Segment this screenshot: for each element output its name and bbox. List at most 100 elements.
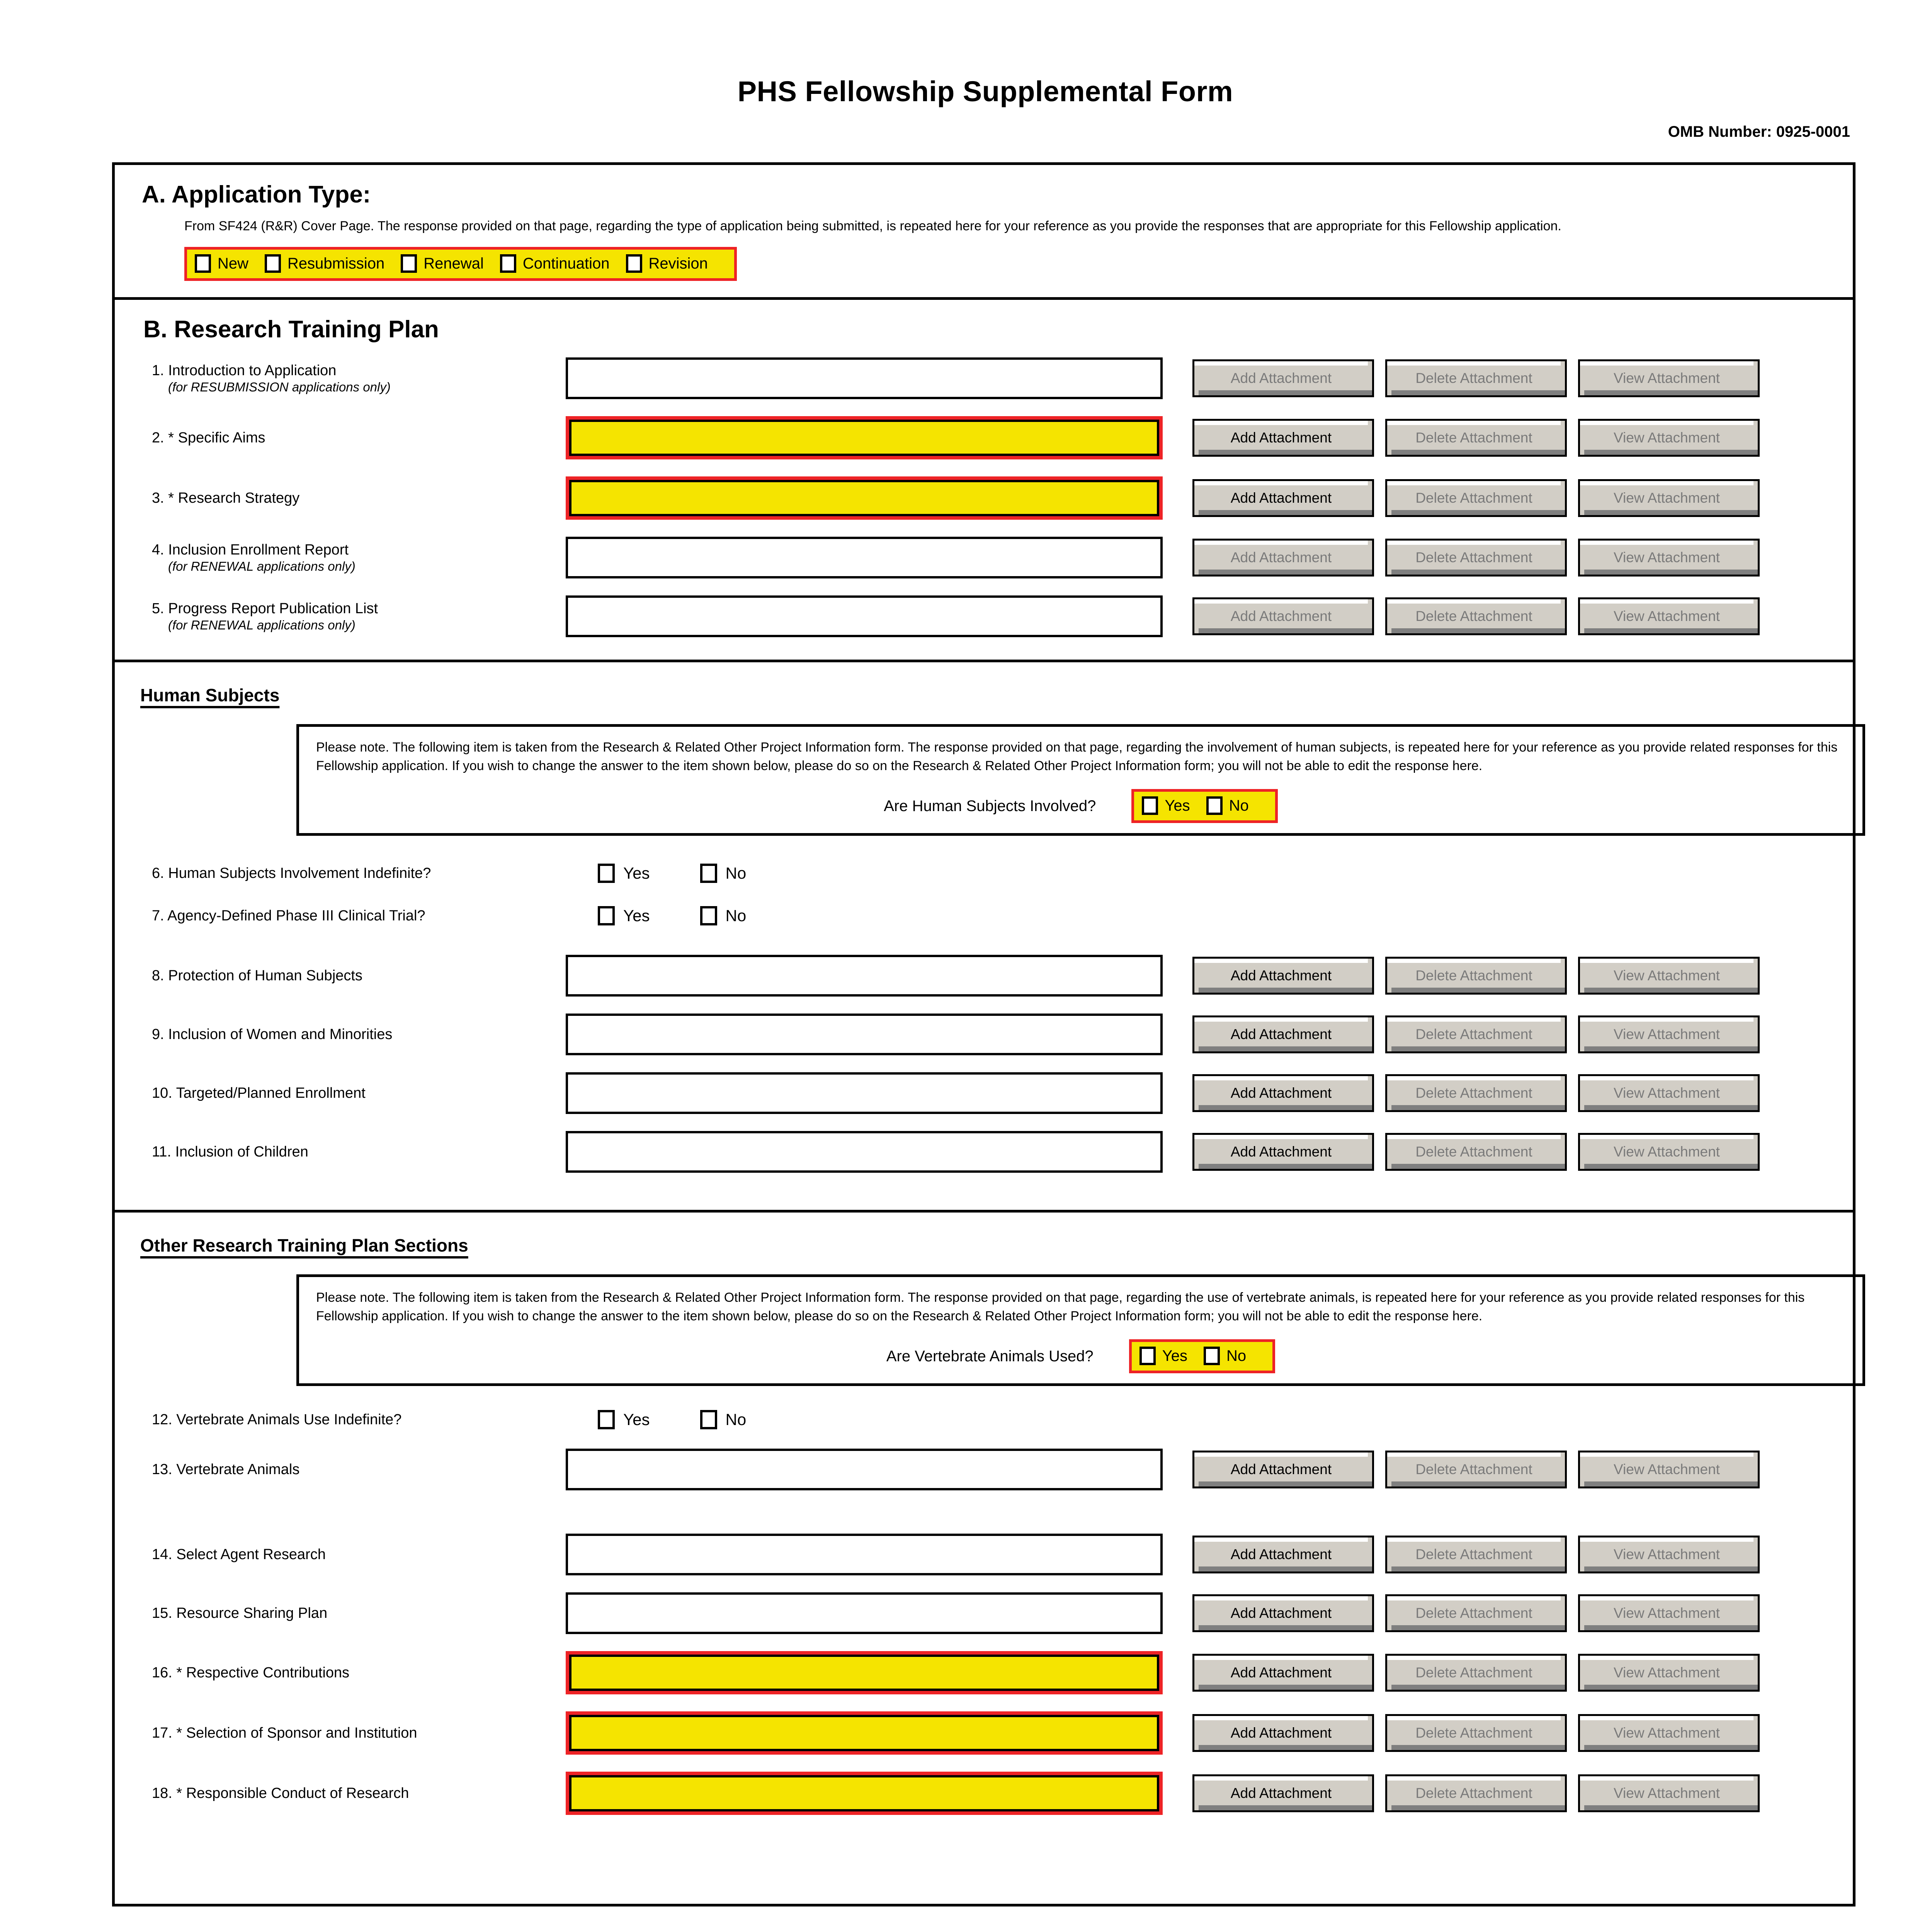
attachment-button-group: Add Attachment Delete Attachment View Atta… [1192,597,1760,636]
view-attachment-button-11-inclusion-of-children: View Attachment [1578,1133,1760,1171]
add-attachment-button-3-research-strategy[interactable]: Add Attachment [1192,479,1374,517]
yes-no-row: 6. Human Subjects Involvement Indefinite… [115,864,1853,883]
application-type-checkbox-resubmission[interactable] [265,254,281,273]
option-yes: Yes [598,906,650,926]
delete-attachment-button-18-responsible-conduct-of-research-label: Delete Attachment [1415,1785,1532,1801]
attachment-row-label: 8. Protection of Human Subjects [152,968,362,984]
delete-attachment-button-2-specific-aims: Delete Attachment [1385,419,1567,457]
add-attachment-button-10-targeted-planned-enrollment[interactable]: Add Attachment [1192,1074,1374,1112]
attachment-button-group: Add Attachment Delete Attachment View Atta… [1192,1133,1760,1171]
add-attachment-button-16-respective-contributions-label: Add Attachment [1230,1665,1332,1681]
yes-checkbox-12-vertebrate-animals-use-indefinite[interactable] [598,1410,615,1430]
vertebrate-animals-used-checkbox-no[interactable] [1203,1347,1220,1366]
attachment-filename-field-3-research-strategy[interactable] [566,476,1163,520]
application-type-checkbox-new[interactable] [195,254,211,273]
view-attachment-button-1-introduction-to-application-label: View Attachment [1614,370,1720,386]
delete-attachment-button-8-protection-of-human-subjects: Delete Attachment [1385,957,1567,995]
attachment-filename-field-8-protection-of-human-subjects[interactable] [566,955,1163,997]
add-attachment-button-2-specific-aims[interactable]: Add Attachment [1192,419,1374,457]
attachment-button-group: Add Attachment Delete Attachment View Atta… [1192,1654,1760,1692]
view-attachment-button-9-inclusion-of-women-and-minorities-label: View Attachment [1614,1026,1720,1043]
add-attachment-button-17-selection-of-sponsor-and-institution[interactable]: Add Attachment [1192,1714,1374,1752]
add-attachment-button-9-inclusion-of-women-and-minorities[interactable]: Add Attachment [1192,1015,1374,1054]
delete-attachment-button-9-inclusion-of-women-and-minorities-label: Delete Attachment [1415,1026,1532,1043]
attachment-filename-field-4-inclusion-enrollment-report[interactable] [566,537,1163,579]
attachment-button-group: Add Attachment Delete Attachment View Atta… [1192,957,1760,995]
add-attachment-button-16-respective-contributions[interactable]: Add Attachment [1192,1654,1374,1692]
attachment-filename-field-15-resource-sharing-plan[interactable] [566,1592,1163,1634]
attachment-row: 11. Inclusion of Children Add Attachment D… [115,1131,1853,1173]
attachment-row-label: 17. * Selection of Sponsor and Instituti… [152,1725,417,1742]
attachment-row-label: 4. Inclusion Enrollment Report (for RENEW… [142,541,536,575]
add-attachment-button-18-responsible-conduct-of-research[interactable]: Add Attachment [1192,1774,1374,1813]
attachment-filename-field-9-inclusion-of-women-and-minorities[interactable] [566,1014,1163,1056]
delete-attachment-button-4-inclusion-enrollment-report-label: Delete Attachment [1415,549,1532,566]
human-subjects-involved-label-no: No [1229,797,1249,814]
attachment-row: 8. Protection of Human Subjects Add Attac… [115,955,1853,997]
add-attachment-button-9-inclusion-of-women-and-minorities-label: Add Attachment [1230,1026,1332,1043]
attachment-filename-field-13-vertebrate-animals[interactable] [566,1449,1163,1491]
attachment-filename-field-11-inclusion-of-children[interactable] [566,1131,1163,1173]
attachment-filename-field-2-specific-aims[interactable] [566,416,1163,460]
yes-checkbox-7-agency-defined-phase-iii-clinical-trial[interactable] [598,906,615,926]
view-attachment-button-13-vertebrate-animals: View Attachment [1578,1451,1760,1489]
view-attachment-button-10-targeted-planned-enrollment-label: View Attachment [1614,1085,1720,1101]
vertebrate-animals-used-checkbox-yes[interactable] [1139,1347,1156,1366]
delete-attachment-button-10-targeted-planned-enrollment: Delete Attachment [1385,1074,1567,1112]
view-attachment-button-2-specific-aims-label: View Attachment [1614,430,1720,446]
human-subjects-involved-checkbox-yes[interactable] [1142,796,1158,815]
application-type-label-resubmission: Resubmission [287,255,385,272]
attachment-row: 17. * Selection of Sponsor and Instituti… [115,1711,1853,1755]
view-attachment-button-3-research-strategy: View Attachment [1578,479,1760,517]
yes-label: Yes [623,906,650,925]
no-label: No [725,1410,747,1429]
add-attachment-button-14-select-agent-research[interactable]: Add Attachment [1192,1536,1374,1574]
delete-attachment-button-14-select-agent-research: Delete Attachment [1385,1536,1567,1574]
attachment-filename-field-14-select-agent-research[interactable] [566,1534,1163,1576]
yes-no-options: Yes No [598,1410,796,1430]
view-attachment-button-1-introduction-to-application: View Attachment [1578,359,1760,398]
application-type-checkbox-revision[interactable] [626,254,642,273]
vertebrate-animals-question-label: Are Vertebrate Animals Used? [886,1347,1094,1365]
no-label: No [725,906,747,925]
delete-attachment-button-15-resource-sharing-plan-label: Delete Attachment [1415,1605,1532,1621]
view-attachment-button-10-targeted-planned-enrollment: View Attachment [1578,1074,1760,1112]
option-no: No [700,864,746,883]
yes-checkbox-6-human-subjects-involvement-indefinite[interactable] [598,864,615,883]
attachment-row: 3. * Research Strategy Add Attachment Dele… [115,476,1853,520]
human-subjects-involved-checkbox-no[interactable] [1206,796,1223,815]
attachment-filename-field-16-respective-contributions[interactable] [566,1651,1163,1695]
delete-attachment-button-13-vertebrate-animals: Delete Attachment [1385,1451,1567,1489]
no-checkbox-12-vertebrate-animals-use-indefinite[interactable] [700,1410,717,1430]
attachment-filename-field-5-progress-report-publication-list[interactable] [566,595,1163,638]
attachment-filename-field-10-targeted-planned-enrollment[interactable] [566,1072,1163,1114]
add-attachment-button-5-progress-report-publication-list-label: Add Attachment [1230,608,1332,624]
add-attachment-button-1-introduction-to-application: Add Attachment [1192,359,1374,398]
vertebrate-animals-answer-group: Yes No [1129,1339,1276,1374]
required-field-inner [569,1655,1159,1691]
research-training-plan-rows: 1. Introduction to Application (for RESUB… [115,357,1853,638]
attachment-row-label: 15. Resource Sharing Plan [152,1605,328,1622]
attachment-filename-field-18-responsible-conduct-of-research[interactable] [566,1772,1163,1815]
attachment-row-label: 1. Introduction to Application (for RESUB… [142,362,536,395]
attachment-button-group: Add Attachment Delete Attachment View Atta… [1192,1451,1760,1489]
add-attachment-button-14-select-agent-research-label: Add Attachment [1230,1546,1332,1563]
no-checkbox-6-human-subjects-involvement-indefinite[interactable] [700,864,717,883]
application-type-checkbox-continuation[interactable] [500,254,516,273]
delete-attachment-button-9-inclusion-of-women-and-minorities: Delete Attachment [1385,1015,1567,1054]
application-type-checkbox-renewal[interactable] [401,254,417,273]
attachment-filename-field-1-introduction-to-application[interactable] [566,357,1163,400]
option-no: No [700,1410,747,1430]
attachment-row-sublabel: (for RESUBMISSION applications only) [168,380,391,395]
attachment-filename-field-17-selection-of-sponsor-and-institution[interactable] [566,1711,1163,1755]
add-attachment-button-4-inclusion-enrollment-report-label: Add Attachment [1230,549,1332,566]
yes-label: Yes [623,864,650,883]
delete-attachment-button-17-selection-of-sponsor-and-institution: Delete Attachment [1385,1714,1567,1752]
no-checkbox-7-agency-defined-phase-iii-clinical-trial[interactable] [700,906,717,926]
add-attachment-button-11-inclusion-of-children[interactable]: Add Attachment [1192,1133,1374,1171]
add-attachment-button-15-resource-sharing-plan[interactable]: Add Attachment [1192,1594,1374,1633]
add-attachment-button-8-protection-of-human-subjects[interactable]: Add Attachment [1192,957,1374,995]
view-attachment-button-2-specific-aims: View Attachment [1578,419,1760,457]
delete-attachment-button-3-research-strategy: Delete Attachment [1385,479,1567,517]
add-attachment-button-13-vertebrate-animals[interactable]: Add Attachment [1192,1451,1374,1489]
